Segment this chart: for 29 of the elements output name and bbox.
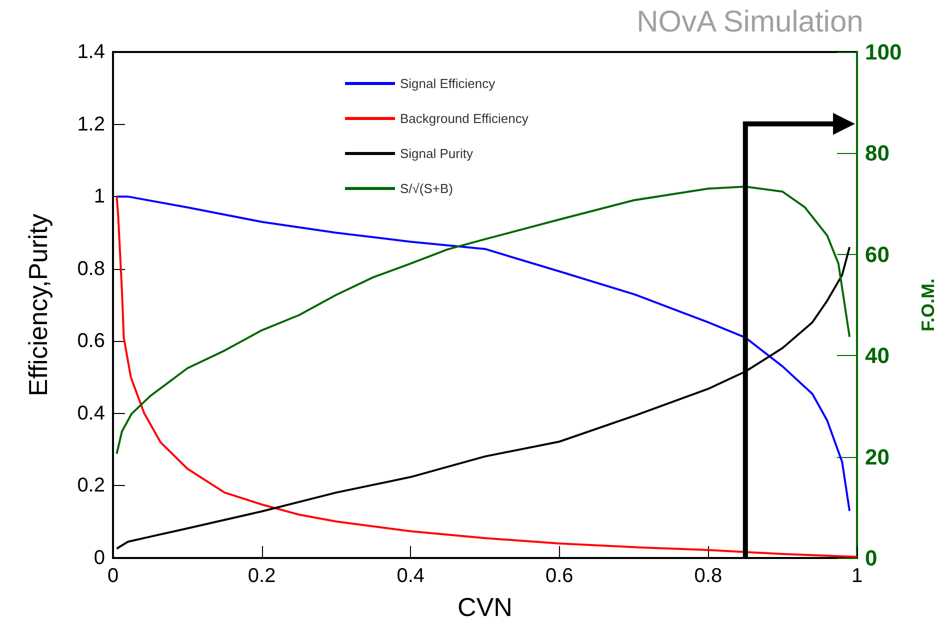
- legend-label: S/√(S+B): [400, 181, 454, 196]
- line-series: [116, 246, 851, 550]
- y-tick-label: 0.2: [77, 474, 105, 497]
- y2-tick-label: 100: [865, 40, 902, 64]
- y2-tick-label: 20: [865, 444, 890, 470]
- y-tick-label: 0.6: [77, 330, 105, 352]
- x-tick-label: 0.8: [694, 565, 722, 587]
- legend-label: Signal Purity: [400, 146, 474, 161]
- chart-title: NOvA Simulation: [636, 6, 864, 38]
- y-tick-label: 1: [94, 186, 105, 208]
- y-tick-label: 0: [94, 547, 105, 569]
- x-tick-label: 0.2: [248, 565, 276, 587]
- legend-label: Background Efficiency: [400, 111, 529, 126]
- x-tick-label: 1: [851, 565, 863, 587]
- y-tick-label: 1.4: [77, 41, 105, 63]
- y-axis-title: Efficiency,Purity: [23, 214, 53, 396]
- x-tick-label: 0.6: [545, 565, 574, 587]
- y2-axis-title: F.O.M.: [918, 278, 938, 332]
- y-tick-label: 1.2: [77, 113, 105, 136]
- x-tick-label: 0: [107, 565, 119, 587]
- y2-tick-label: 40: [865, 343, 890, 368]
- y-tick-label: 0.8: [77, 258, 105, 280]
- y2-tick-label: 80: [865, 140, 890, 166]
- y2-tick-label: 0: [865, 546, 878, 570]
- y-tick-label: 0.4: [77, 402, 105, 424]
- legend-label: Signal Efficiency: [400, 76, 496, 91]
- x-tick-label: 0.4: [396, 565, 425, 587]
- x-axis-title: CVN: [458, 592, 512, 622]
- y2-tick-label: 60: [865, 242, 890, 267]
